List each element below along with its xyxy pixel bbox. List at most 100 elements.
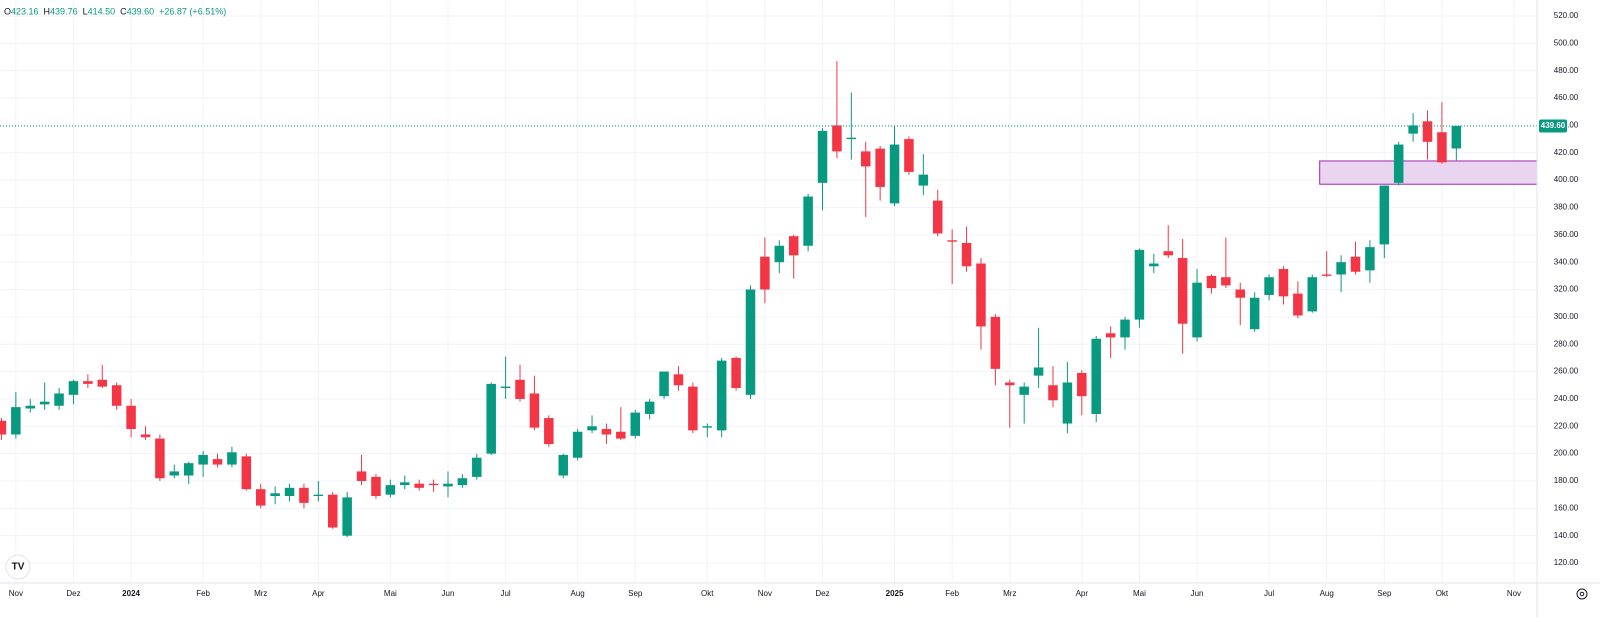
candle-body bbox=[111, 385, 122, 406]
x-tick-label: Mai bbox=[384, 589, 397, 598]
candle-body bbox=[1005, 382, 1015, 386]
candle-body bbox=[860, 151, 871, 167]
candle-body bbox=[616, 431, 626, 439]
y-tick-label: 520.00 bbox=[1554, 11, 1579, 20]
header-value: 439.76 bbox=[50, 6, 78, 16]
candle-body bbox=[140, 434, 151, 438]
y-tick-label: 120.00 bbox=[1554, 558, 1579, 567]
candle-body bbox=[1091, 338, 1101, 414]
x-tick-label: Aug bbox=[1320, 589, 1334, 598]
candle-body bbox=[97, 379, 108, 387]
settings-circle[interactable] bbox=[1576, 588, 1588, 600]
candle-body bbox=[875, 148, 885, 187]
candle-body bbox=[227, 452, 237, 465]
candle-body bbox=[1422, 121, 1433, 142]
candle-body bbox=[486, 383, 496, 454]
logo[interactable]: TV bbox=[5, 554, 31, 580]
candle-body bbox=[1077, 372, 1087, 397]
candle-body bbox=[572, 431, 583, 458]
candle-body bbox=[414, 483, 424, 488]
candle-body bbox=[601, 429, 612, 435]
x-tick-label: Jul bbox=[500, 589, 510, 598]
axes: 120.00 140.00 160.00 180.00 200.00 220.00 240.… bbox=[9, 11, 1579, 598]
candle-body bbox=[832, 125, 842, 152]
candle-body bbox=[1149, 263, 1159, 267]
candle-body bbox=[198, 454, 208, 465]
candle-body bbox=[1264, 277, 1274, 295]
zone bbox=[1319, 160, 1538, 185]
candle-body bbox=[241, 456, 252, 490]
price-label-bg bbox=[1539, 119, 1567, 133]
y-tick-label: 340.00 bbox=[1554, 257, 1579, 266]
x-tick-label: Apr bbox=[312, 589, 325, 598]
x-tick-label: Okt bbox=[1436, 589, 1449, 598]
candle-body bbox=[255, 489, 266, 506]
candle-body bbox=[126, 405, 136, 430]
candle-body bbox=[68, 381, 79, 395]
y-tick-label: 180.00 bbox=[1554, 476, 1579, 485]
x-tick-label: Dez bbox=[815, 589, 829, 598]
x-tick-label: Jun bbox=[1191, 589, 1204, 598]
candle-body bbox=[990, 316, 1001, 369]
candle-body bbox=[155, 438, 165, 479]
settings-icon[interactable] bbox=[1576, 588, 1588, 600]
candle-body bbox=[299, 487, 309, 503]
candle-body bbox=[760, 256, 770, 290]
y-tick-label: 260.00 bbox=[1554, 367, 1579, 376]
x-tick-label: Feb bbox=[945, 589, 959, 598]
logo-mark[interactable]: TV bbox=[12, 562, 25, 573]
candle-body bbox=[1393, 144, 1404, 183]
header-key: O bbox=[4, 6, 11, 16]
candle-body bbox=[1062, 382, 1073, 424]
header-key: H bbox=[44, 6, 51, 16]
candle-body bbox=[587, 426, 597, 431]
price-label: 439.60 bbox=[1541, 121, 1566, 130]
y-tick-label: 480.00 bbox=[1554, 66, 1579, 75]
x-tick-label: Nov bbox=[1507, 589, 1521, 598]
candle-body bbox=[688, 386, 698, 431]
candle-body bbox=[904, 139, 914, 172]
candle-body bbox=[1293, 293, 1303, 316]
candle-body bbox=[1278, 269, 1289, 297]
y-tick-label: 400.00 bbox=[1554, 175, 1579, 184]
candle-body bbox=[1206, 275, 1217, 289]
candle-body bbox=[400, 482, 410, 486]
header-value: 439.60 bbox=[127, 6, 155, 16]
candle-body bbox=[774, 245, 785, 263]
header-key: C bbox=[120, 6, 127, 16]
candle-body bbox=[1120, 319, 1130, 338]
y-tick-label: 500.00 bbox=[1554, 38, 1579, 47]
settings-dot[interactable] bbox=[1579, 591, 1585, 597]
candle-body bbox=[270, 493, 280, 497]
candle-body bbox=[1321, 274, 1332, 276]
x-tick-label: 2024 bbox=[122, 589, 140, 598]
grid bbox=[0, 0, 1537, 583]
header-key: L bbox=[83, 6, 88, 16]
candle-body bbox=[702, 426, 713, 428]
candle-body bbox=[39, 401, 50, 405]
y-tick-label: 240.00 bbox=[1554, 394, 1579, 403]
header-change: +26.87 (+6.51%) bbox=[159, 6, 226, 16]
candle-body bbox=[1365, 247, 1375, 271]
candle-body bbox=[25, 405, 36, 409]
x-tick-label: Jun bbox=[442, 589, 455, 598]
y-tick-label: 280.00 bbox=[1554, 339, 1579, 348]
y-tick-label: 320.00 bbox=[1554, 285, 1579, 294]
logo-circle[interactable] bbox=[5, 554, 31, 580]
candle-body bbox=[716, 360, 727, 431]
candle-body bbox=[1134, 249, 1145, 320]
y-tick-label: 140.00 bbox=[1554, 531, 1579, 540]
candle-body bbox=[918, 174, 929, 186]
candle-body bbox=[846, 137, 857, 140]
x-tick-label: Apr bbox=[1076, 589, 1089, 598]
candle-body bbox=[457, 478, 468, 486]
candle-body bbox=[889, 144, 900, 204]
x-tick-label: Nov bbox=[758, 589, 772, 598]
candle-body bbox=[1163, 251, 1173, 256]
candle-body bbox=[947, 240, 957, 242]
x-tick-label: Mai bbox=[1133, 589, 1146, 598]
candle-body bbox=[0, 420, 7, 435]
x-tick-label: Aug bbox=[571, 589, 585, 598]
y-tick-label: 460.00 bbox=[1554, 93, 1579, 102]
